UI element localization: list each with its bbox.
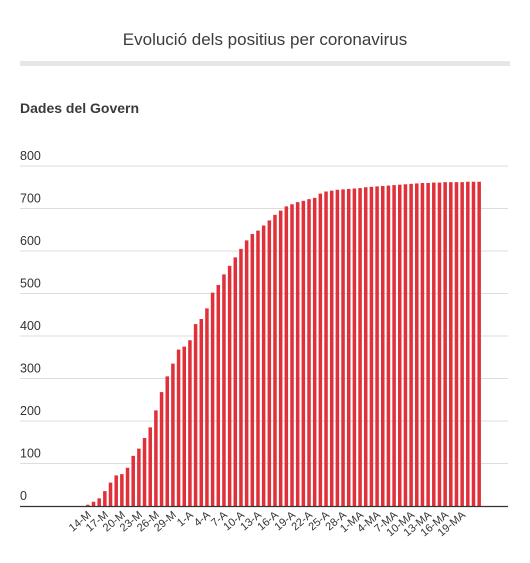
bar [432, 182, 436, 506]
bar [449, 182, 453, 506]
bar [307, 199, 311, 506]
bar [261, 225, 266, 506]
bar [210, 292, 215, 506]
bar [165, 376, 169, 506]
y-tick-label: 300 [20, 362, 41, 376]
bar [454, 182, 459, 506]
bar [199, 319, 204, 506]
bar [477, 181, 481, 506]
bar [380, 185, 385, 506]
bar [278, 210, 283, 506]
bar [91, 501, 96, 506]
bar [244, 240, 249, 506]
bar [97, 498, 101, 506]
bar [443, 182, 447, 506]
bar [131, 455, 135, 506]
bar [222, 274, 226, 506]
y-tick-label: 100 [20, 447, 41, 461]
bar [471, 181, 476, 506]
y-tick-label: 400 [20, 319, 41, 333]
title-divider [20, 61, 510, 66]
bar [239, 248, 243, 506]
bar [205, 308, 209, 506]
bar [142, 438, 147, 506]
bar [125, 467, 130, 506]
bar [216, 285, 221, 506]
bar [392, 185, 396, 506]
bar [290, 204, 294, 506]
bar [227, 265, 232, 506]
bar [466, 181, 470, 506]
chart-subtitle: Dades del Govern [20, 100, 140, 116]
bar [415, 183, 419, 507]
y-tick-label: 700 [20, 192, 41, 206]
bar [154, 410, 158, 506]
bar [346, 188, 351, 506]
bar [120, 474, 124, 506]
bar [273, 214, 277, 506]
bar [460, 182, 464, 506]
bar [193, 324, 198, 506]
bar [159, 392, 164, 506]
bar [437, 182, 442, 506]
bar [409, 183, 413, 506]
bar [148, 427, 152, 506]
bar [324, 191, 328, 506]
bar [103, 491, 107, 506]
bar [352, 188, 357, 506]
bar [284, 206, 289, 506]
bar [137, 448, 141, 506]
bar [182, 346, 187, 506]
bar [267, 220, 272, 506]
y-tick-label: 200 [20, 404, 41, 418]
bar [312, 197, 317, 506]
bar [363, 187, 368, 506]
bar [335, 189, 340, 507]
y-tick-label: 0 [20, 489, 27, 503]
bar [86, 504, 90, 506]
bar [114, 475, 118, 506]
bar [358, 188, 362, 506]
bar [301, 200, 306, 506]
chart-title: Evolució dels positius per coronavirus [122, 30, 408, 49]
bar [369, 186, 374, 506]
bar [398, 184, 402, 506]
bar [341, 189, 345, 506]
bar [256, 230, 260, 506]
y-tick-label: 600 [20, 234, 41, 248]
bar [426, 183, 430, 506]
bar [188, 340, 192, 506]
bar [420, 183, 425, 506]
bar [318, 193, 323, 506]
y-tick-label: 800 [20, 149, 41, 163]
y-tick-label: 500 [20, 277, 41, 291]
bar [176, 349, 181, 506]
bar [329, 190, 334, 506]
bar [403, 184, 408, 506]
bar [295, 202, 300, 506]
bar [375, 186, 379, 506]
bar [171, 363, 175, 506]
bar [108, 482, 113, 506]
bar [250, 234, 255, 506]
bar [233, 257, 238, 506]
bar [386, 185, 391, 507]
